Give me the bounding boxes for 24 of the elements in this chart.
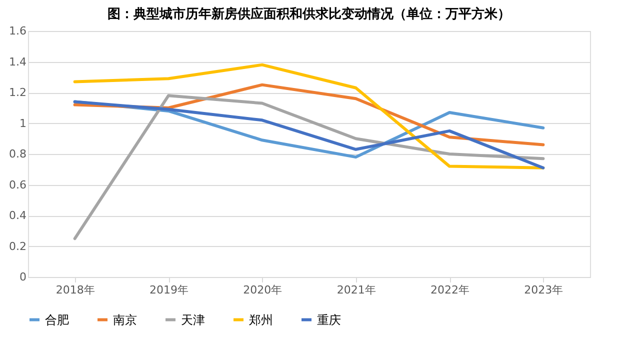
legend-label: 合肥 — [45, 312, 69, 327]
chart-title: 图：典型城市历年新房供应面积和供求比变动情况（单位：万平方米） — [108, 6, 510, 22]
y-tick-label: 0.8 — [9, 148, 26, 160]
legend-label: 重庆 — [317, 312, 341, 327]
legend-label: 天津 — [181, 312, 205, 327]
x-tick-label: 2018年 — [56, 284, 95, 296]
y-tick-label: 0.6 — [9, 178, 26, 192]
y-tick-label: 1 — [20, 116, 26, 130]
y-tick-label: 1.4 — [9, 55, 26, 68]
y-tick-label: 0 — [20, 270, 26, 284]
y-tick-label: 1.2 — [9, 86, 26, 99]
x-tick-label: 2019年 — [150, 284, 188, 296]
x-tick-label: 2020年 — [243, 284, 282, 296]
y-tick-label: 0.4 — [9, 209, 26, 222]
x-tick-label: 2023年 — [524, 284, 564, 296]
x-tick-label: 2021年 — [336, 284, 376, 296]
line-series — [73, 63, 545, 170]
x-tick-label: 2022年 — [430, 284, 470, 296]
legend-label: 郑州 — [249, 312, 273, 327]
line-series — [73, 94, 545, 240]
y-tick-label: 0.2 — [9, 240, 26, 253]
legend-label: 南京 — [113, 312, 137, 327]
line-series — [73, 100, 545, 170]
y-tick-label: 1.6 — [9, 24, 26, 38]
